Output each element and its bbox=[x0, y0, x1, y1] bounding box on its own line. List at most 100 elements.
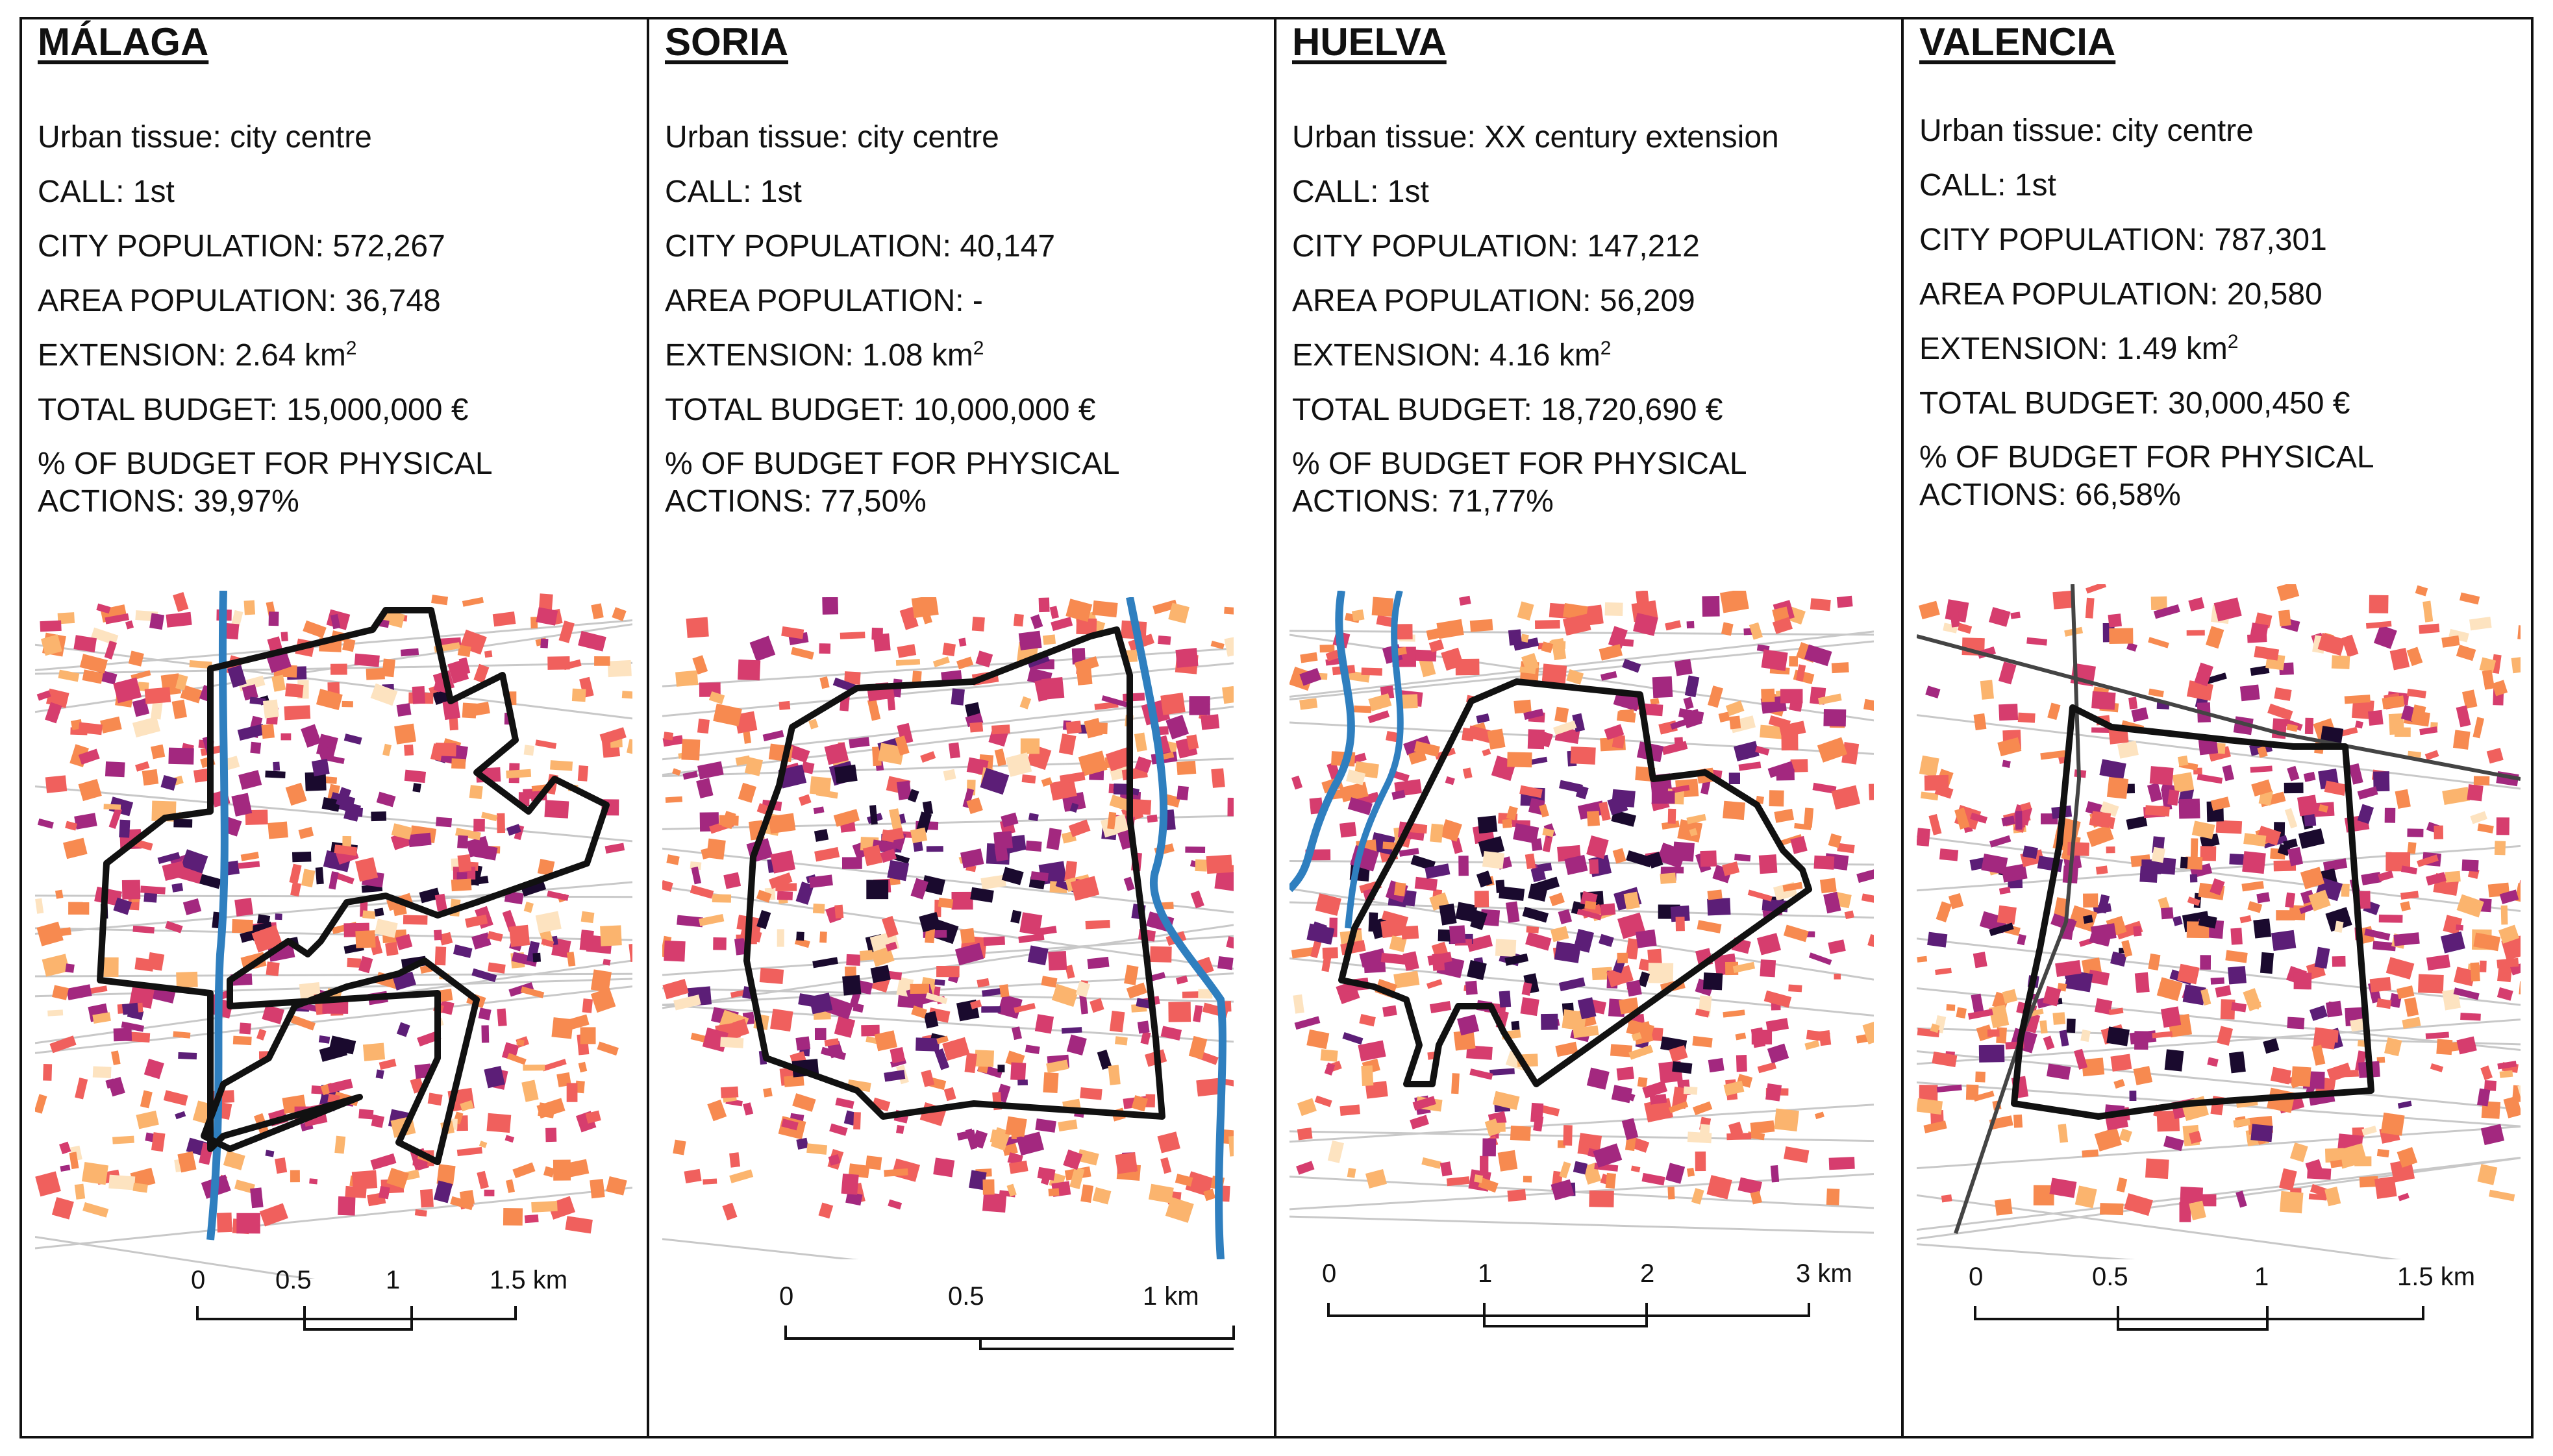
urban-block bbox=[523, 901, 534, 913]
urban-block bbox=[173, 591, 189, 612]
urban-block bbox=[1631, 1031, 1642, 1041]
urban-block bbox=[2091, 811, 2111, 828]
urban-block bbox=[604, 843, 625, 854]
urban-block bbox=[1790, 835, 1808, 854]
road-line bbox=[1917, 1157, 2521, 1240]
urban-block bbox=[237, 724, 266, 741]
urban-block bbox=[404, 744, 414, 756]
urban-block bbox=[768, 872, 793, 889]
urban-block bbox=[2074, 1048, 2088, 1070]
urban-block bbox=[1936, 901, 1952, 922]
urban-block bbox=[1226, 936, 1234, 950]
urban-block bbox=[597, 1041, 619, 1056]
urban-block bbox=[35, 1094, 47, 1114]
panel-malaga: MÁLAGA Urban tissue: city centre CALL: 1… bbox=[22, 19, 649, 1436]
urban-block bbox=[2002, 759, 2011, 768]
urban-block bbox=[530, 617, 538, 629]
urban-block bbox=[1508, 629, 1523, 646]
total-budget: TOTAL BUDGET: 18,720,690 € bbox=[1292, 393, 1723, 427]
urban-block bbox=[732, 1018, 750, 1037]
urban-block bbox=[795, 882, 814, 905]
urban-block bbox=[921, 1069, 935, 1087]
urban-block bbox=[376, 791, 396, 808]
urban-block bbox=[1867, 933, 1874, 947]
urban-block bbox=[1611, 809, 1636, 827]
urban-block bbox=[749, 635, 776, 662]
urban-block bbox=[1566, 669, 1584, 685]
urban-block bbox=[1368, 912, 1378, 932]
urban-block bbox=[68, 902, 90, 915]
urban-block bbox=[1755, 745, 1770, 756]
urban-block bbox=[2376, 1148, 2389, 1158]
urban-block bbox=[2190, 838, 2198, 859]
road-line bbox=[1917, 1243, 2136, 1259]
scale-line bbox=[1327, 1303, 1810, 1327]
urban-block bbox=[1930, 1023, 1940, 1033]
urban-block bbox=[2090, 923, 2117, 942]
urban-block bbox=[2400, 901, 2411, 912]
urban-block bbox=[1674, 737, 1684, 751]
urban-block bbox=[2497, 987, 2513, 1001]
urban-block bbox=[456, 1146, 482, 1157]
urban-block bbox=[895, 658, 921, 666]
urban-block bbox=[2287, 846, 2304, 867]
road-line bbox=[662, 1238, 859, 1259]
urban-block bbox=[2117, 741, 2139, 759]
urban-block bbox=[1140, 1031, 1151, 1045]
urban-block bbox=[1069, 1166, 1085, 1189]
urban-block bbox=[888, 1199, 903, 1210]
urban-block bbox=[1970, 812, 1988, 824]
urban-block bbox=[1626, 980, 1642, 997]
extension: EXTENSION: 1.08 km2 bbox=[665, 338, 984, 373]
urban-block bbox=[2361, 1126, 2377, 1136]
urban-block bbox=[834, 904, 844, 919]
urban-block bbox=[1177, 785, 1189, 800]
urban-block bbox=[431, 595, 449, 606]
scale-label: 1.5 km bbox=[2397, 1263, 2476, 1291]
urban-block bbox=[941, 670, 962, 682]
urban-block bbox=[2250, 623, 2269, 639]
urban-block bbox=[160, 774, 177, 791]
urban-block bbox=[819, 931, 827, 943]
urban-block bbox=[1149, 972, 1166, 982]
urban-block bbox=[303, 620, 327, 639]
urban-block bbox=[91, 627, 119, 646]
urban-block bbox=[1482, 748, 1491, 757]
city-title: VALENCIA bbox=[1919, 20, 2116, 64]
urban-block bbox=[151, 1132, 166, 1152]
urban-block bbox=[1605, 1172, 1617, 1189]
road-line bbox=[1289, 630, 1874, 698]
urban-block bbox=[2250, 765, 2273, 773]
urban-block bbox=[2308, 1193, 2327, 1201]
total-budget: TOTAL BUDGET: 30,000,450 € bbox=[1919, 386, 2350, 421]
urban-block bbox=[849, 737, 870, 748]
urban-block bbox=[1954, 808, 1970, 830]
road-line bbox=[662, 935, 1234, 976]
urban-block bbox=[168, 747, 194, 765]
urban-block bbox=[1973, 713, 1987, 731]
urban-block bbox=[1989, 1004, 2010, 1028]
urban-block bbox=[1410, 1115, 1429, 1129]
urban-block bbox=[1321, 953, 1332, 972]
urban-block bbox=[457, 645, 471, 658]
urban-block bbox=[400, 648, 419, 657]
urban-block bbox=[1831, 785, 1861, 810]
urban-block bbox=[1206, 854, 1233, 874]
urban-block bbox=[1092, 600, 1118, 618]
urban-block bbox=[1819, 1030, 1832, 1046]
urban-block bbox=[1107, 811, 1117, 830]
urban-block bbox=[396, 1022, 410, 1037]
urban-block bbox=[971, 617, 985, 632]
urban-block bbox=[842, 975, 862, 996]
urban-block bbox=[1817, 693, 1842, 705]
urban-block bbox=[1315, 893, 1341, 916]
urban-block bbox=[1201, 714, 1220, 730]
urban-block bbox=[262, 699, 279, 719]
urban-block bbox=[523, 1065, 545, 1071]
urban-block bbox=[1487, 728, 1506, 750]
urban-block bbox=[1618, 997, 1639, 1015]
urban-block bbox=[47, 1009, 64, 1017]
urban-block bbox=[473, 819, 485, 832]
urban-block bbox=[1489, 1068, 1515, 1076]
urban-block bbox=[2515, 883, 2521, 904]
